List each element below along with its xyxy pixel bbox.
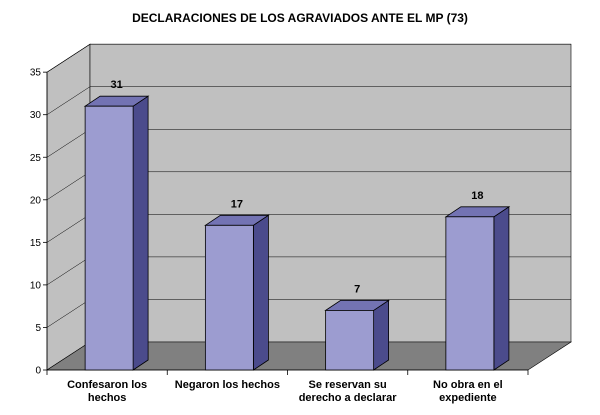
- bar-side: [493, 206, 510, 371]
- gridline: [46, 86, 571, 115]
- bar: [83, 95, 150, 371]
- y-tick-label: 25: [30, 153, 42, 164]
- side-wall: [46, 43, 91, 371]
- data-label: 31: [111, 79, 123, 91]
- bars: [83, 95, 511, 371]
- y-tick-label: 35: [30, 68, 42, 79]
- x-tick-label: Negaron los hechos: [175, 379, 280, 391]
- x-tick-label: Confesaron los hechos: [67, 379, 147, 404]
- y-tick-label: 30: [30, 110, 42, 121]
- bar: [444, 206, 511, 371]
- bar-front: [204, 224, 254, 371]
- bar-side: [373, 299, 390, 371]
- bar: [204, 214, 270, 371]
- chart-title: DECLARACIONES DE LOS AGRAVIADOS ANTE EL …: [132, 11, 468, 25]
- bar-front: [84, 105, 134, 371]
- y-tick-label: 5: [35, 323, 41, 334]
- bar-side: [132, 95, 149, 371]
- y-tick-label: 0: [35, 366, 41, 377]
- x-tick-label: No obra en el expediente: [433, 379, 503, 404]
- bar-front: [445, 216, 495, 371]
- x-tick-label: Se reservan su derecho a declarar: [299, 379, 398, 404]
- y-tick-label: 10: [30, 280, 42, 291]
- gridline: [46, 43, 571, 73]
- data-label: 7: [354, 283, 360, 295]
- data-label: 18: [471, 190, 483, 202]
- bar: [324, 299, 390, 371]
- y-tick-label: 15: [30, 238, 42, 249]
- bar-side: [252, 214, 269, 371]
- bar-front: [325, 310, 375, 371]
- data-label: 17: [231, 198, 243, 210]
- labels: 0 5 10 15 20 25 30 35 31 Confesaron los hechos 17 Ne…: [30, 68, 503, 404]
- y-tick-label: 20: [30, 195, 42, 206]
